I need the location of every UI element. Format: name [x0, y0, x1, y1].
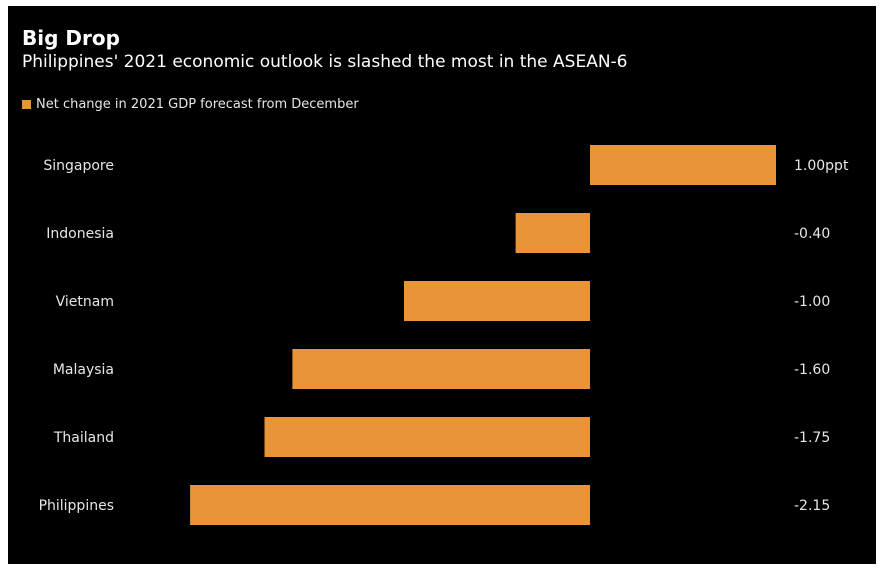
value-label-philippines: -2.15 [794, 498, 830, 514]
value-label-singapore: 1.00ppt [794, 158, 849, 174]
category-label-philippines: Philippines [39, 498, 114, 514]
bar-vietnam [404, 281, 590, 321]
bar-philippines [190, 485, 590, 525]
value-label-indonesia: -0.40 [794, 226, 830, 242]
bar-plot: Singapore 1.00ppt Indonesia -0.40 Vietnam -1.… [39, 145, 849, 525]
legend-label: Net change in 2021 GDP forecast from Dec… [36, 96, 359, 112]
legend-swatch [22, 99, 31, 109]
bar-thailand [264, 417, 590, 457]
bar-indonesia [515, 213, 590, 253]
category-label-malaysia: Malaysia [53, 362, 114, 378]
chart-title: Big Drop [22, 26, 120, 50]
bar-singapore [590, 145, 776, 185]
category-label-singapore: Singapore [43, 158, 114, 174]
category-label-thailand: Thailand [53, 430, 114, 446]
bar-malaysia [292, 349, 590, 389]
value-label-malaysia: -1.60 [794, 362, 830, 378]
chart-container: Big Drop Philippines' 2021 economic outl… [8, 6, 876, 564]
category-label-indonesia: Indonesia [46, 226, 114, 242]
legend: Net change in 2021 GDP forecast from Dec… [22, 94, 359, 114]
value-label-thailand: -1.75 [794, 430, 830, 446]
category-label-vietnam: Vietnam [56, 294, 114, 310]
value-label-vietnam: -1.00 [794, 294, 830, 310]
chart-subtitle: Philippines' 2021 economic outlook is sl… [22, 52, 628, 72]
